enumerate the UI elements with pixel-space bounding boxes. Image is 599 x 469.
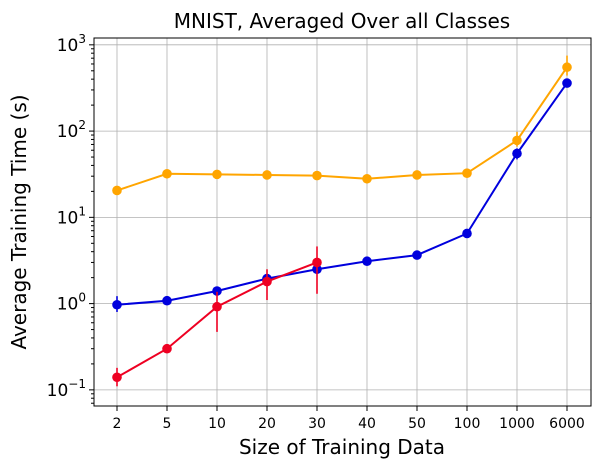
data-point xyxy=(162,343,172,354)
series-0 xyxy=(112,55,572,196)
data-point xyxy=(362,173,372,184)
x-tick-label: 10 xyxy=(208,416,226,432)
x-tick-label: 6000 xyxy=(549,416,585,432)
data-point xyxy=(512,135,522,146)
data-point xyxy=(212,286,222,296)
x-tick-label: 20 xyxy=(258,416,276,432)
series-line xyxy=(116,82,568,306)
data-point xyxy=(262,170,272,180)
series-1 xyxy=(112,78,572,312)
data-point xyxy=(562,62,572,73)
x-axis-label: Size of Training Data xyxy=(239,435,445,459)
series-2 xyxy=(112,246,322,387)
data-point xyxy=(112,185,122,196)
data-point xyxy=(312,257,322,268)
y-axis-label: Average Training Time (s) xyxy=(7,94,31,349)
y-tick-label: 101 xyxy=(57,204,86,228)
data-point xyxy=(112,299,122,310)
data-point xyxy=(162,295,172,306)
grid xyxy=(94,38,591,406)
y-tick-label: 103 xyxy=(57,32,86,56)
data-point xyxy=(412,250,422,260)
y-tick-label: 102 xyxy=(57,118,86,142)
data-point xyxy=(112,372,122,383)
data-point xyxy=(262,276,272,287)
x-tick-label: 2 xyxy=(113,416,122,432)
data-point xyxy=(562,78,572,88)
y-tick-label: 10−1 xyxy=(47,377,86,401)
x-tick-label: 1000 xyxy=(499,416,535,432)
data-point xyxy=(462,228,472,239)
data-point xyxy=(462,168,472,178)
data-point xyxy=(412,170,422,180)
x-tick-label: 100 xyxy=(454,416,481,432)
data-point xyxy=(162,168,172,179)
x-tick-label: 5 xyxy=(163,416,172,432)
x-tick-label: 30 xyxy=(308,416,326,432)
data-point xyxy=(312,170,322,181)
series-layer xyxy=(112,55,572,387)
data-point xyxy=(512,148,522,159)
data-point xyxy=(362,256,372,267)
ticks: 2 5 10 20 30 40 50 100 1000 6000 10−1 100 101 102 103 xyxy=(47,32,585,432)
data-point xyxy=(212,301,222,312)
data-point xyxy=(212,169,222,180)
x-tick-label: 40 xyxy=(358,416,376,432)
chart-title: MNIST, Averaged Over all Classes xyxy=(174,9,510,33)
y-tick-label: 100 xyxy=(57,291,86,315)
x-tick-label: 50 xyxy=(408,416,426,432)
plot-frame xyxy=(93,37,592,407)
series-line xyxy=(116,66,568,192)
